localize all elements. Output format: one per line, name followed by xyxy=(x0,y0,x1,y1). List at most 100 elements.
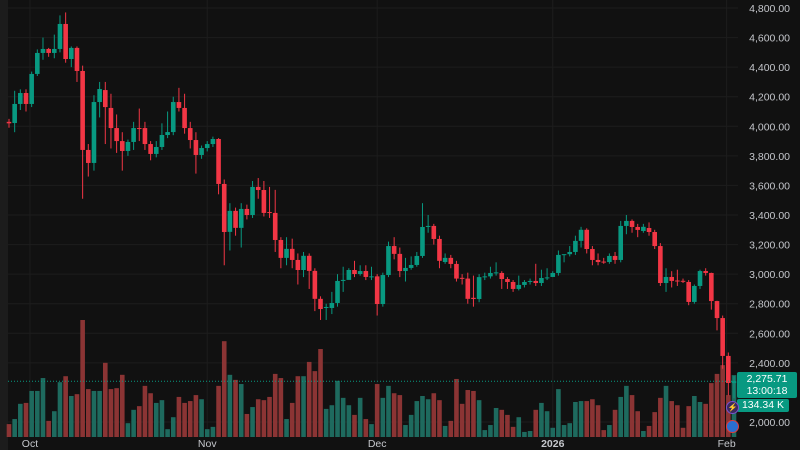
candle-body[interactable] xyxy=(533,280,539,284)
candle-body[interactable] xyxy=(692,285,697,302)
candle-body[interactable] xyxy=(91,102,97,163)
candle-body[interactable] xyxy=(357,271,363,274)
candle-body[interactable] xyxy=(561,254,567,256)
candle-body[interactable] xyxy=(221,183,227,233)
candle-body[interactable] xyxy=(153,146,159,154)
candle-body[interactable] xyxy=(142,128,148,145)
candle-body[interactable] xyxy=(114,128,119,142)
candle-body[interactable] xyxy=(57,23,63,49)
candle-body[interactable] xyxy=(488,272,493,277)
candle-body[interactable] xyxy=(414,255,420,265)
candle-body[interactable] xyxy=(425,225,431,227)
candle-body[interactable] xyxy=(471,297,476,299)
candle-body[interactable] xyxy=(346,270,352,280)
candle-body[interactable] xyxy=(578,229,584,241)
candle-body[interactable] xyxy=(731,381,737,383)
candle-body[interactable] xyxy=(216,139,221,184)
candle-body[interactable] xyxy=(658,246,663,284)
candle-body[interactable] xyxy=(289,248,295,260)
candle-body[interactable] xyxy=(244,208,250,215)
candle-body[interactable] xyxy=(403,267,408,272)
candle-body[interactable] xyxy=(516,284,522,289)
candle-body[interactable] xyxy=(686,281,691,302)
candle-body[interactable] xyxy=(52,48,57,53)
candle-body[interactable] xyxy=(40,48,46,53)
candle-body[interactable] xyxy=(510,281,516,289)
candle-body[interactable] xyxy=(437,238,442,261)
candle-body[interactable] xyxy=(573,240,578,252)
candle-body[interactable] xyxy=(272,212,278,240)
candle-body[interactable] xyxy=(386,246,391,276)
candle-body[interactable] xyxy=(601,261,607,263)
candle-body[interactable] xyxy=(159,135,165,147)
candle-body[interactable] xyxy=(646,228,652,233)
candle-body[interactable] xyxy=(522,281,527,285)
candle-body[interactable] xyxy=(233,210,238,228)
candle-body[interactable] xyxy=(448,257,454,264)
candle-body[interactable] xyxy=(131,128,136,142)
candle-body[interactable] xyxy=(703,271,708,273)
candle-body[interactable] xyxy=(12,103,17,124)
candle-body[interactable] xyxy=(267,212,272,214)
candle-body[interactable] xyxy=(284,248,289,258)
candle-body[interactable] xyxy=(590,249,595,260)
candle-body[interactable] xyxy=(584,229,590,250)
candle-body[interactable] xyxy=(329,302,335,309)
candle-body[interactable] xyxy=(250,186,255,215)
candle-body[interactable] xyxy=(176,102,182,108)
candle-body[interactable] xyxy=(595,259,601,263)
lightning-event-icon[interactable]: ⚡ xyxy=(726,401,739,414)
candle-body[interactable] xyxy=(227,210,233,232)
candle-body[interactable] xyxy=(29,73,34,104)
candle-body[interactable] xyxy=(261,190,267,213)
candle-body[interactable] xyxy=(335,280,340,303)
candle-body[interactable] xyxy=(550,272,556,277)
candle-body[interactable] xyxy=(80,70,85,150)
candle-body[interactable] xyxy=(714,301,720,319)
candle-body[interactable] xyxy=(720,318,725,356)
candle-body[interactable] xyxy=(652,232,657,247)
candle-body[interactable] xyxy=(420,226,425,256)
candle-body[interactable] xyxy=(136,128,142,130)
candle-body[interactable] xyxy=(187,128,193,141)
candle-body[interactable] xyxy=(165,132,170,136)
candle-body[interactable] xyxy=(46,48,51,53)
candle-body[interactable] xyxy=(278,239,284,258)
candle-body[interactable] xyxy=(108,107,114,129)
candle-body[interactable] xyxy=(318,298,323,310)
candle-body[interactable] xyxy=(527,280,533,282)
candle-body[interactable] xyxy=(431,225,437,239)
candle-body[interactable] xyxy=(35,52,40,74)
candle-body[interactable] xyxy=(709,272,714,302)
candle-body[interactable] xyxy=(663,276,669,284)
candle-body[interactable] xyxy=(476,277,482,299)
candle-body[interactable] xyxy=(612,255,618,260)
candle-body[interactable] xyxy=(295,259,301,271)
candle-body[interactable] xyxy=(85,149,91,163)
candle-body[interactable] xyxy=(238,208,244,228)
candle-body[interactable] xyxy=(465,278,471,299)
candle-body[interactable] xyxy=(199,148,204,155)
candle-body[interactable] xyxy=(675,280,680,282)
candle-body[interactable] xyxy=(544,277,550,279)
candle-body[interactable] xyxy=(635,226,641,230)
candle-body[interactable] xyxy=(125,141,131,151)
candle-body[interactable] xyxy=(380,275,386,305)
candle-body[interactable] xyxy=(459,277,465,279)
candle-body[interactable] xyxy=(391,246,397,254)
candle-body[interactable] xyxy=(74,47,80,71)
candle-body[interactable] xyxy=(374,276,380,305)
candle-body[interactable] xyxy=(539,277,544,284)
candle-body[interactable] xyxy=(607,255,612,263)
candle-body[interactable] xyxy=(408,264,414,268)
candle-body[interactable] xyxy=(499,272,505,280)
candle-body[interactable] xyxy=(210,139,216,145)
candle-body[interactable] xyxy=(102,90,108,108)
candle-body[interactable] xyxy=(397,253,403,272)
candle-body[interactable] xyxy=(193,140,199,155)
candle-body[interactable] xyxy=(567,251,573,255)
flag-event-icon[interactable] xyxy=(726,420,739,433)
candle-body[interactable] xyxy=(442,257,448,263)
candle-body[interactable] xyxy=(454,263,459,279)
